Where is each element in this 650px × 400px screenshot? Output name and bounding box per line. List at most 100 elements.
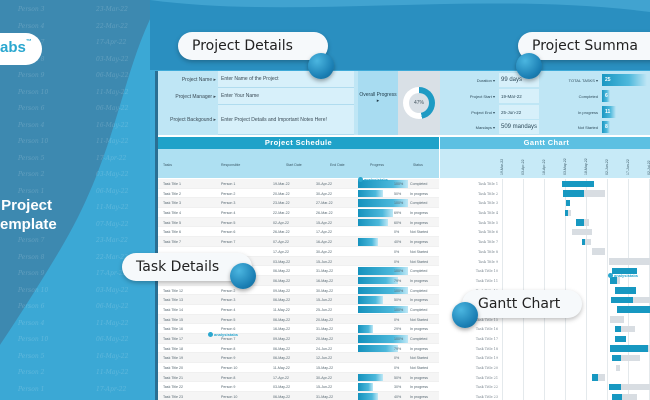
cell-status: Not Started	[410, 230, 429, 235]
cell-status: In progress	[410, 327, 428, 332]
col-responsible[interactable]: Responsible	[221, 163, 241, 167]
table-row[interactable]: Task Title 6 Person 6 26-Mar-22 17-Apr-22 No…	[158, 227, 439, 238]
cell-progress: 29%	[394, 327, 402, 332]
summary-label: Completed	[578, 94, 598, 99]
table-row[interactable]: Task Title 14 Person 4 11-May-22 25-Jun-22 C…	[158, 305, 439, 315]
table-row[interactable]: Task Title 1 Person 1 19-Mar-22 30-Apr-22 Co…	[158, 179, 439, 189]
watermark-icon	[608, 273, 613, 278]
table-row[interactable]: Task Title 7 Person 7 07-Apr-22 16-Apr-22 In…	[158, 237, 439, 247]
cell-progress: 40%	[394, 395, 402, 400]
ghost-date: 17-Apr-22	[96, 39, 127, 46]
gantt-actual-bar	[617, 306, 650, 313]
cell-status: In progress	[410, 298, 428, 303]
gantt-planned-bar	[582, 238, 591, 246]
col-tasks[interactable]: Tasks	[163, 163, 172, 167]
project-schedule-title: Project Schedule	[158, 137, 439, 149]
gantt-row: Task Title 20	[440, 363, 650, 373]
gantt-row: Task Title 10	[440, 266, 650, 276]
summary-label: In progress	[577, 110, 598, 115]
cell-end: 31-May-22	[316, 269, 334, 274]
ghost-date: 16-May-22	[96, 352, 129, 360]
cell-task: Task Title 5	[163, 220, 181, 225]
gantt-task-label: Task Title 4	[478, 211, 498, 216]
table-row[interactable]: Task Title 21 Person 8 17-Apr-22 30-Apr-22 I…	[158, 372, 439, 383]
gantt-row: Task Title 7	[440, 237, 650, 247]
gantt-row: Task Title 6	[440, 227, 650, 237]
cell-resp: Person 8	[221, 375, 236, 380]
table-row[interactable]: Task Title 22 Person 9 03-May-22 15-Jun-22 I…	[158, 382, 439, 393]
gantt-actual-bar	[615, 325, 621, 333]
gantt-row: Task Title 11	[440, 276, 650, 286]
cell-end: 30-May-22	[316, 288, 334, 293]
table-row[interactable]: 03-May-22 15-Jun-22 Not Started 0%	[158, 256, 439, 267]
cell-status: Not Started	[410, 317, 429, 322]
ghost-person: Person 9	[18, 72, 45, 79]
cell-task: Task Title 12	[163, 288, 183, 293]
col-end-date[interactable]: End Date	[330, 163, 345, 167]
table-row[interactable]: 06-May-22 31-May-22 Completed 100%	[158, 266, 439, 276]
gantt-row: Task Title 18	[440, 344, 650, 354]
ghost-date: 22-Mar-22	[96, 253, 128, 261]
project-name-field[interactable]: Enter Name of the Project	[218, 71, 354, 88]
cell-resp: Person 10	[221, 366, 238, 371]
watermark-icon	[358, 177, 363, 182]
table-row[interactable]: Task Title 18 Person 8 06-May-22 24-Jun-22 I…	[158, 344, 439, 354]
summary-label: Not Started	[577, 125, 598, 130]
ghost-date: 06-May-22	[96, 105, 129, 112]
ghost-person: Person 2	[18, 171, 45, 178]
table-row[interactable]: Task Title 17 Person 7 09-May-22 20-May-22 C…	[158, 334, 439, 344]
ghost-date: 07-May-22	[96, 220, 129, 228]
cell-resp: Person 2	[221, 191, 236, 196]
table-row[interactable]: Task Title 4 Person 4 22-Mar-22 26-Mar-22 In…	[158, 208, 439, 218]
gantt-date-label: 03-May-22	[563, 158, 567, 175]
table-row[interactable]: Task Title 19 Person 9 06-May-22 12-Jun-22 N…	[158, 353, 439, 364]
table-row[interactable]: Task Title 2 Person 2 20-Mar-22 30-Apr-22 In…	[158, 189, 439, 199]
table-row[interactable]: Task Title 16 Person 6 16-May-22 31-May-22 I…	[158, 324, 439, 334]
cell-resp: Person 1	[221, 182, 236, 186]
gantt-date-label: 17-Jun-22	[626, 159, 630, 175]
gantt-actual-bar	[612, 354, 621, 362]
col-progress[interactable]: Progress	[370, 163, 385, 167]
cell-resp: Person 9	[221, 385, 236, 390]
progress-bar	[358, 199, 408, 207]
table-row[interactable]: Task Title 5 Person 5 02-Apr-22 15-Apr-22 In…	[158, 217, 439, 228]
summary-value: 25-Jun-22	[499, 105, 539, 119]
table-row[interactable]: Task Title 23 Person 10 06-May-22 31-May-22…	[158, 392, 439, 400]
cell-end: 15-May-22	[316, 366, 334, 371]
summary-count-bar: 8	[602, 121, 610, 133]
gantt-row: Task Title 5	[440, 218, 650, 228]
progress-bar	[358, 286, 408, 295]
cell-end: 25-Jun-22	[316, 307, 333, 312]
cell-end: 30-Apr-22	[316, 249, 332, 254]
table-row[interactable]: Task Title 13 Person 3 06-May-22 15-Jun-22 I…	[158, 295, 439, 305]
cell-start: 03-May-22	[273, 385, 291, 390]
table-row[interactable]: Task Title 3 Person 3 23-Mar-22 27-Mar-22 Co…	[158, 198, 439, 209]
table-row[interactable]: Task Title 20 Person 10 11-May-22 15-May-22…	[158, 363, 439, 373]
cell-task: Task Title 15	[163, 317, 183, 322]
cell-start: 20-Mar-22	[273, 191, 290, 196]
project-manager-field[interactable]: Enter Your Name	[218, 88, 354, 105]
col-start-date[interactable]: Start Date	[286, 163, 302, 167]
table-row[interactable]: Task Title 12 Person 2 09-May-22 30-May-22 C…	[158, 286, 439, 296]
cell-start: 02-Apr-22	[273, 220, 289, 225]
cell-progress: 50%	[394, 298, 402, 303]
table-row[interactable]: 06-May-22 16-May-22 In progress 79%	[158, 275, 439, 286]
gantt-actual-bar	[615, 335, 626, 342]
gantt-task-label: Task Title 23	[475, 395, 498, 400]
cell-start: 23-Mar-22	[273, 201, 290, 206]
progress-bar	[358, 267, 408, 275]
schedule-column-headers: Tasks Responsible Start Date End Date Pr…	[158, 149, 439, 178]
gantt-row: Task Title 3	[440, 198, 650, 208]
cell-status: In progress	[410, 385, 428, 390]
cell-status: In progress	[410, 220, 428, 225]
table-row[interactable]: Task Title 15 Person 5 06-May-22 20-May-22 N…	[158, 314, 439, 325]
project-background-field[interactable]: Enter Project Details and Important Note…	[218, 105, 354, 135]
ghost-date: 22-Mar-22	[96, 22, 128, 30]
cell-task: Task Title 22	[163, 385, 183, 390]
ghost-date: 11-May-22	[96, 319, 129, 327]
progress-bar	[358, 373, 383, 382]
summary-value: 509 mandays	[499, 120, 539, 134]
cell-start: 06-May-22	[273, 346, 291, 351]
table-row[interactable]: 17-Apr-22 30-Apr-22 Not Started 0%	[158, 247, 439, 257]
col-status[interactable]: Status	[413, 163, 423, 167]
